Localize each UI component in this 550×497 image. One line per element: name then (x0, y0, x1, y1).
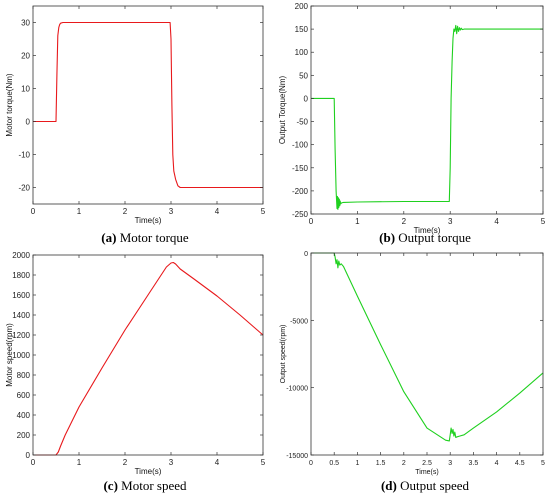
x-tick-label: 0 (309, 460, 313, 467)
y-tick-label: 1000 (12, 351, 30, 360)
y-tick-label: 10 (21, 85, 30, 94)
x-tick-label: 2 (123, 458, 128, 467)
y-tick-label: -200 (292, 187, 309, 196)
caption-tag: (d) (380, 478, 397, 493)
x-axis-label: Time(s) (415, 469, 438, 476)
x-tick-label: 0 (309, 217, 314, 226)
x-tick-label: 4.5 (515, 460, 525, 467)
x-tick-label: 0 (31, 458, 36, 467)
chart-motor-torque: 0 1 2 3 4 5 -20 -10 0 10 20 30 Time(s) Motor torque(N… (5, 5, 266, 225)
y-axis-label: Motor speed(rpm) (5, 323, 14, 387)
y-tick-label: -20 (18, 184, 30, 193)
caption-output-speed: (d) Output speed (320, 478, 530, 494)
y-tick-label: 2000 (12, 251, 30, 260)
y-tick-label: 100 (295, 48, 309, 57)
plot-frame (310, 5, 544, 215)
x-tick-label: 4 (215, 207, 220, 216)
caption-tag: (c) (103, 478, 118, 493)
chart-motor-speed: 0 1 2 3 4 5 0 200 400 600 800 1000 1200 1400 1600 1800 2… (5, 251, 266, 476)
x-tick-label: 1.5 (376, 460, 386, 467)
series-line (33, 261, 264, 456)
y-tick-label: -50 (296, 118, 308, 127)
y-tick-label: 400 (17, 411, 31, 420)
y-tick-label: 1400 (12, 311, 30, 320)
caption-tag: (a) (101, 230, 117, 245)
x-tick-label: 4 (494, 217, 499, 226)
caption-tag: (b) (379, 230, 396, 245)
x-tick-label: 3 (169, 458, 174, 467)
plot-frame (32, 5, 264, 205)
y-tick-label: -100 (292, 141, 309, 150)
y-tick-label: 600 (17, 391, 31, 400)
chart-output-speed: 0 0.5 1 1.5 2 2.5 3 3.5 4 4.5 5 -15000 -10000 -5000 0 T… (280, 251, 545, 476)
series-line (311, 252, 544, 442)
y-tick-label: 50 (299, 71, 308, 80)
y-axis-label: Motor torque(Nm) (5, 73, 14, 136)
x-tick-label: 4 (495, 460, 499, 467)
y-tick-label: 0 (26, 118, 31, 127)
y-tick-label: 1800 (12, 271, 30, 280)
x-tick-label: 1 (355, 460, 359, 467)
y-tick-label: -10 (18, 151, 30, 160)
series-line (33, 21, 263, 189)
caption-motor-speed: (c) Motor speed (40, 478, 250, 494)
y-tick-label: -10000 (286, 386, 308, 393)
y-tick-label: 1600 (12, 291, 30, 300)
y-tick-label: 0 (304, 94, 309, 103)
plot-frame (310, 252, 544, 456)
y-tick-label: 30 (21, 19, 30, 28)
y-tick-label: 0 (304, 251, 308, 258)
x-tick-label: 1 (77, 458, 82, 467)
chart-output-torque: 0 1 2 3 4 5 -250 -200 -150 -100 -50 0 50 100 150 200 Tim… (278, 2, 546, 235)
x-tick-label: 0 (31, 207, 36, 216)
y-axis-label: Output speed(rpm) (280, 325, 287, 384)
caption-text: Motor torque (119, 230, 189, 245)
x-tick-label: 5 (541, 217, 546, 226)
x-tick-label: 4 (215, 458, 220, 467)
y-tick-label: 150 (295, 25, 309, 34)
x-tick-label: 2 (123, 207, 128, 216)
y-tick-label: 1200 (12, 331, 30, 340)
caption-text: Output torque (398, 230, 471, 245)
y-tick-label: 200 (295, 2, 309, 11)
caption-text: Output speed (400, 478, 470, 493)
caption-text: Motor speed (121, 478, 187, 493)
y-tick-label: 0 (26, 451, 31, 460)
y-tick-label: -5000 (290, 318, 308, 325)
y-tick-label: 20 (21, 52, 30, 61)
x-tick-label: 0.5 (329, 460, 339, 467)
x-tick-label: 5 (541, 460, 545, 467)
x-tick-label: 2 (402, 460, 406, 467)
x-tick-label: 3 (448, 460, 452, 467)
x-tick-label: 2.5 (422, 460, 432, 467)
y-tick-label: -150 (292, 164, 309, 173)
caption-motor-torque: (a) Motor torque (40, 230, 250, 246)
series-line (311, 24, 543, 210)
y-tick-label: 800 (17, 371, 31, 380)
x-tick-label: 3 (448, 217, 453, 226)
x-tick-label: 3.5 (469, 460, 479, 467)
y-tick-label: -250 (292, 210, 309, 219)
x-axis-label: Time(s) (414, 226, 441, 235)
x-tick-label: 5 (261, 458, 266, 467)
x-tick-label: 2 (402, 217, 407, 226)
caption-output-torque: (b) Output torque (320, 230, 530, 246)
x-tick-label: 5 (261, 207, 266, 216)
x-tick-label: 1 (77, 207, 82, 216)
y-tick-label: 200 (17, 431, 31, 440)
y-axis-label: Output Torque(Nm) (278, 76, 287, 145)
x-tick-label: 3 (169, 207, 174, 216)
x-axis-label: Time(s) (135, 467, 162, 476)
x-tick-label: 1 (355, 217, 360, 226)
y-tick-label: -15000 (286, 453, 308, 460)
x-axis-label: Time(s) (135, 216, 162, 225)
